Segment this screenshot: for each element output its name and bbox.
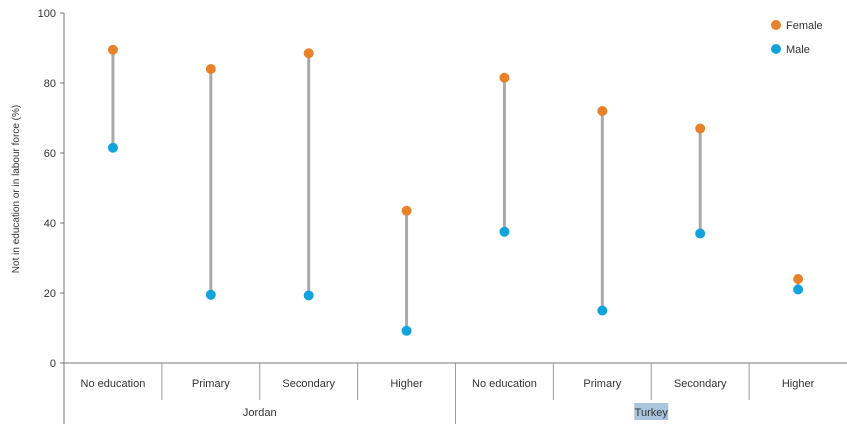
y-tick-label: 60 <box>44 148 56 160</box>
female-point <box>303 48 314 59</box>
group-label: Jordan <box>243 407 277 419</box>
group-label-highlight <box>634 403 669 420</box>
y-tick-label: 80 <box>44 78 56 90</box>
female-point <box>107 44 118 55</box>
category-labels: No education Primary Secondary Higher No edu… <box>81 378 815 390</box>
female-point <box>793 274 804 284</box>
axes <box>63 13 847 424</box>
y-tick-label: 20 <box>44 288 56 300</box>
male-point <box>303 290 314 301</box>
y-tick-label: 0 <box>50 358 56 370</box>
category-label: Secondary <box>674 378 727 390</box>
legend-marker-male <box>771 44 781 54</box>
female-point <box>695 123 706 134</box>
male-point <box>205 289 216 300</box>
category-label: Secondary <box>282 378 335 390</box>
male-point <box>107 142 118 153</box>
y-tick-labels: 0 20 40 60 80 100 <box>38 8 64 370</box>
category-label: Primary <box>583 378 621 390</box>
y-axis-label: Not in education or in labour force (%) <box>11 105 22 273</box>
male-point <box>401 325 412 336</box>
female-point <box>401 205 412 216</box>
category-label: Higher <box>390 378 423 390</box>
category-label: Higher <box>782 378 815 390</box>
category-label: No education <box>81 378 146 390</box>
legend-label-male: Male <box>786 44 810 56</box>
connector-lines <box>111 49 800 331</box>
legend: Female Male <box>771 20 823 56</box>
category-label: No education <box>472 378 537 390</box>
male-point <box>499 226 510 237</box>
female-point <box>499 72 510 83</box>
data-points <box>107 44 804 336</box>
legend-marker-female <box>771 20 781 30</box>
legend-label-female: Female <box>786 20 823 32</box>
y-tick-label: 40 <box>44 218 56 230</box>
group-label: Turkey <box>635 407 669 419</box>
y-tick-label: 100 <box>38 8 56 20</box>
group-labels: Jordan Turkey <box>243 403 668 420</box>
female-point <box>597 106 608 116</box>
male-point <box>793 284 804 295</box>
male-point <box>695 228 706 239</box>
male-point <box>597 305 608 316</box>
female-point <box>205 64 216 74</box>
category-label: Primary <box>192 378 230 390</box>
